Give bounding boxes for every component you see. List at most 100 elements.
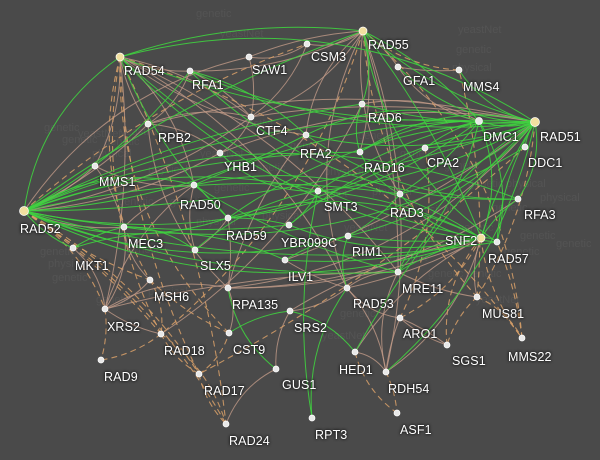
edge-physical [478,120,493,239]
edge-physical [193,184,229,219]
network-node[interactable] [351,348,359,356]
network-node[interactable] [245,53,253,61]
edge-yeastnet [250,30,364,118]
network-node[interactable] [518,334,526,342]
edge-physical [227,287,277,370]
edge-yeastnet [354,237,482,353]
edge-genetic [160,333,227,425]
edge-physical [397,121,536,273]
network-node[interactable] [314,187,322,195]
network-node[interactable] [191,246,199,254]
network-node[interactable] [358,100,366,108]
network-node[interactable] [514,195,522,203]
edge-physical [228,310,291,334]
network-node[interactable] [69,244,77,252]
network-node[interactable] [421,144,429,152]
edge-physical [194,190,319,251]
edge-genetic [100,333,162,361]
edge-genetic [160,30,364,335]
edge-yeastnet [94,165,195,187]
network-node[interactable] [344,232,352,240]
network-node[interactable] [97,356,105,364]
network-node[interactable] [224,214,232,222]
edge-genetic [198,146,526,375]
network-node[interactable] [186,67,194,75]
network-node[interactable] [393,409,401,417]
network-node[interactable] [303,40,311,48]
network-node[interactable] [443,341,451,349]
edge-genetic [23,210,200,375]
edge-yeastnet [346,287,401,319]
network-node[interactable] [91,162,99,170]
edge-yeastnet [305,30,364,136]
network-node[interactable] [343,284,351,292]
edge-genetic [476,296,523,339]
network-node[interactable] [493,238,501,246]
edge-physical [123,226,196,251]
network-node[interactable] [396,190,404,198]
network-node[interactable] [101,305,109,313]
network-node[interactable] [224,284,232,292]
network-node[interactable] [120,223,128,231]
network-node[interactable] [358,26,368,36]
edge-genetic [198,373,227,425]
network-node[interactable] [476,233,486,243]
network-node[interactable] [115,52,125,62]
edge-physical [399,120,480,195]
edge-physical [478,120,504,243]
network-node[interactable] [521,143,529,151]
edge-yeastnet [104,184,195,310]
network-node[interactable] [247,113,255,121]
edge-yeastnet [23,56,250,212]
edge-physical [288,121,536,226]
edge-yeastnet [104,279,151,310]
network-node[interactable] [19,206,29,216]
edge-yeastnet [123,184,195,228]
edge-yeastnet [119,56,399,273]
edge-physical [397,120,480,273]
edge-physical [189,70,307,136]
network-node[interactable] [302,131,310,139]
edge-physical [193,174,482,239]
network-node[interactable] [190,181,198,189]
network-node[interactable] [216,149,224,157]
edge-genetic [160,333,200,375]
edge-yeastnet [72,247,106,310]
edge-physical [359,120,480,153]
network-node[interactable] [272,365,280,373]
network-node[interactable] [356,148,364,156]
network-node[interactable] [473,293,481,301]
edge-yeastnet [227,134,307,289]
edge-physical [23,30,364,212]
edge-physical [227,120,480,219]
network-node[interactable] [394,268,402,276]
edge-genetic [362,30,523,339]
network-node[interactable] [146,276,154,284]
edge-yeastnet [194,217,229,251]
edge-physical [342,235,349,289]
edge-yeastnet [397,66,460,72]
network-node[interactable] [281,256,289,264]
network-node[interactable] [530,117,540,127]
network-node[interactable] [475,117,483,125]
network-node[interactable] [286,307,294,315]
network-node[interactable] [157,330,165,338]
edge-yeastnet [227,121,536,289]
network-node[interactable] [144,120,152,128]
network-node[interactable] [396,314,404,322]
network-node[interactable] [382,368,390,376]
network-node[interactable] [195,370,203,378]
network-node[interactable] [222,420,230,428]
network-node[interactable] [308,414,316,422]
edge-physical [397,66,536,123]
network-node[interactable] [394,63,402,71]
network-node[interactable] [455,66,463,74]
network-node[interactable] [285,221,293,229]
edge-physical [317,120,480,192]
network-node[interactable] [225,329,233,337]
edge-physical [517,121,538,200]
edge-yeastnet [399,317,448,346]
edge-yeastnet [147,123,229,289]
